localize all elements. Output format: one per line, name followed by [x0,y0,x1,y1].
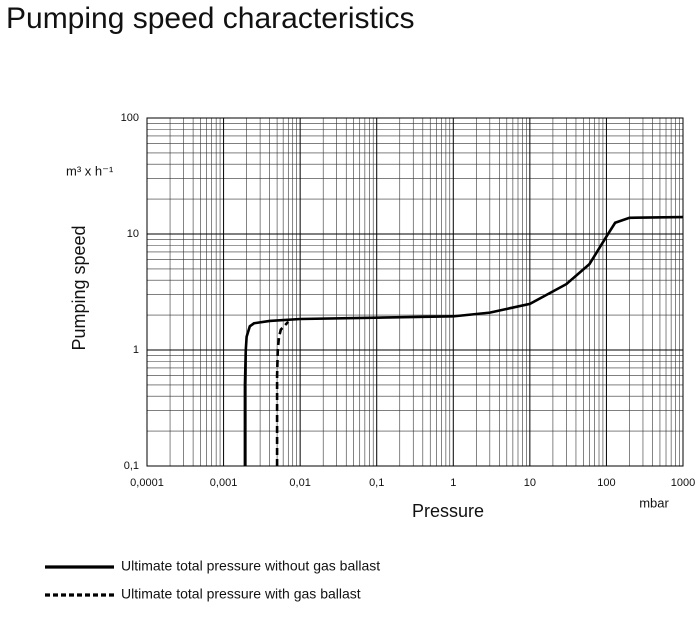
y-unit: m³ x h⁻¹ [66,163,114,178]
y-tick-label: 100 [121,112,139,124]
y-axis-label: Pumping speed [69,225,89,350]
x-unit: mbar [639,495,669,510]
x-tick-label: 1 [450,477,456,489]
y-tick-label: 1 [133,344,139,356]
x-axis-label: Pressure [412,501,484,521]
legend-label: Ultimate total pressure without gas ball… [121,558,380,574]
chart-title: Pumping speed characteristics [6,2,415,35]
x-tick-label: 0,001 [210,477,238,489]
x-tick-label: 100 [597,477,615,489]
legend-label: Ultimate total pressure with gas ballast [121,586,361,602]
x-tick-label: 1000 [671,477,695,489]
series-line [275,320,290,466]
series-line [243,215,684,466]
y-tick-label: 0,1 [124,460,139,472]
x-tick-label: 0,1 [369,477,384,489]
x-tick-label: 0,0001 [130,477,164,489]
x-tick-label: 0,01 [289,477,310,489]
y-tick-label: 10 [127,228,139,240]
x-tick-label: 10 [524,477,536,489]
plot-frame [146,117,684,467]
